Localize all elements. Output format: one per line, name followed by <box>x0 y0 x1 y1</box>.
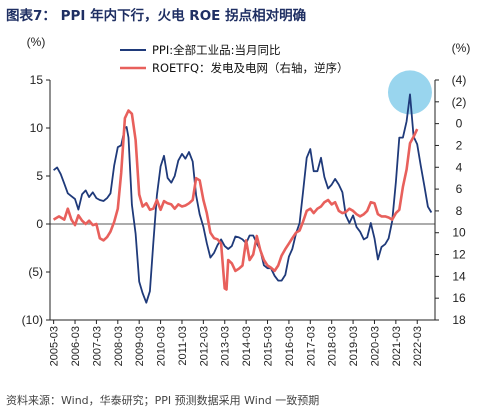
page-title: 图表7： PPI 年内下行，火电 ROE 拐点相对明确 <box>6 8 307 24</box>
x-axis-tick-label: 2014-03 <box>241 326 253 366</box>
x-axis-tick-label: 2008-03 <box>113 326 125 366</box>
x-axis-tick-label: 2020-03 <box>369 326 381 366</box>
chart-plot-area: (%) (%) 15 10 5 0 (5) (10) (4) (2) 0 2 4 6 8 10 12 14 16 18… <box>22 35 471 366</box>
x-axis-tick-label: 2011-03 <box>177 326 189 366</box>
right-axis-tick-label: 14 <box>452 269 466 283</box>
x-axis-tick-label: 2017-03 <box>305 326 317 366</box>
right-axis-tick-label: 16 <box>452 291 466 305</box>
right-axis-tick-label: 18 <box>452 313 466 327</box>
right-axis-tick-label: 2 <box>456 138 463 152</box>
left-axis-tick-label: (10) <box>22 313 43 327</box>
x-axis-tick-label: 2010-03 <box>156 326 168 366</box>
legend-label-roe: ROETFQ：发电及电网（右轴，逆序） <box>152 61 349 75</box>
source-note: 资料来源：Wind，华泰研究；PPI 预测数据采用 Wind 一致预期 <box>6 394 320 407</box>
left-axis-tick-label: 15 <box>30 73 44 87</box>
x-axis-tick-label: 2015-03 <box>263 326 275 366</box>
x-axis-tick-label: 2012-03 <box>198 326 210 366</box>
right-axis-tick-label: 12 <box>452 248 466 262</box>
x-axis-tick-label: 2021-03 <box>391 326 403 366</box>
right-axis-tick-label: 0 <box>456 117 463 131</box>
right-axis-tick-label: (2) <box>452 95 467 109</box>
x-axis-tick-label: 2022-03 <box>412 326 424 366</box>
legend-label-ppi: PPI:全部工业品:当月同比 <box>152 43 281 57</box>
left-axis-tick-label: 10 <box>30 121 44 135</box>
ppi-series-line <box>53 93 433 304</box>
x-axis-tick-label: 2006-03 <box>70 326 82 366</box>
left-axis-tick-label: 0 <box>36 217 43 231</box>
x-axis-tick-label: 2009-03 <box>134 326 146 366</box>
x-axis-tick-label: 2016-03 <box>284 326 296 366</box>
highlight-circle <box>387 70 432 115</box>
left-axis-unit: (%) <box>27 35 46 49</box>
x-axis-tick-label: 2019-03 <box>348 326 360 366</box>
right-axis-tick-label: 6 <box>456 182 463 196</box>
roe-series-line <box>52 109 419 291</box>
right-axis-unit: (%) <box>452 41 471 55</box>
right-axis-tick-label: 8 <box>456 204 463 218</box>
left-axis-tick-label: (5) <box>28 265 43 279</box>
right-axis-tick-label: (4) <box>452 73 467 87</box>
left-axis-tick-label: 5 <box>36 169 43 183</box>
x-axis-tick-label: 2005-03 <box>49 326 61 366</box>
x-axis-tick-label: 2013-03 <box>220 326 232 366</box>
right-axis-tick-label: 4 <box>456 160 463 174</box>
x-axis-tick-label: 2018-03 <box>327 326 339 366</box>
x-axis-tick-label: 2007-03 <box>91 326 103 366</box>
right-axis-tick-label: 10 <box>452 226 466 240</box>
